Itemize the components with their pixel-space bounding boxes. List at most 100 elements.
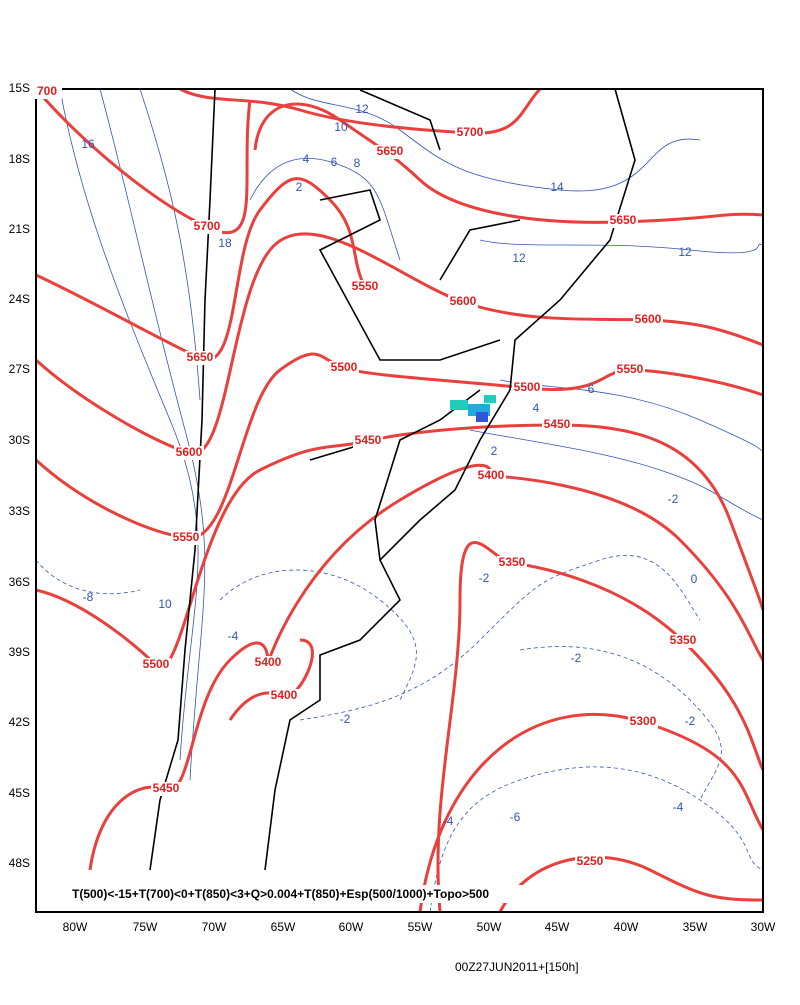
isotherm-label: 12 <box>678 245 692 259</box>
label-bg <box>476 469 506 483</box>
isotherm-label: -2 <box>340 712 351 726</box>
lat-label: 30S <box>9 433 30 447</box>
contour-label: 700 <box>37 84 57 98</box>
isotherm-label: -2 <box>571 651 582 665</box>
isotherm-label: 12 <box>355 102 369 116</box>
contour-label: 5700 <box>457 125 484 139</box>
label-bg <box>192 220 222 234</box>
timestamp: 00Z27JUN2011+[150h] <box>455 960 579 974</box>
contour-label: 5650 <box>377 144 404 158</box>
contour-label: 5450 <box>355 433 382 447</box>
isotherm-label: 6 <box>588 382 595 396</box>
lon-label: 40W <box>614 920 639 934</box>
contour-label: 5500 <box>514 380 541 394</box>
contour-label: 5350 <box>670 633 697 647</box>
lat-label: 15S <box>9 81 30 95</box>
label-bg <box>185 351 215 365</box>
red-contours <box>34 87 765 913</box>
lon-label: 35W <box>683 920 708 934</box>
label-bg <box>375 145 405 159</box>
label-bg <box>253 656 283 670</box>
contour-label: 5650 <box>187 350 214 364</box>
blue-contours <box>35 88 764 913</box>
isotherm-label: 18 <box>218 236 232 250</box>
isotherm-label: 2 <box>491 444 498 458</box>
isotherm-label: 6 <box>331 155 338 169</box>
label-bg <box>171 531 201 545</box>
contour-label: 5250 <box>577 854 604 868</box>
contour-label: 5650 <box>610 213 637 227</box>
contour-label: 5400 <box>255 655 282 669</box>
lat-label: 45S <box>9 786 30 800</box>
isotherm-label: 8 <box>354 156 361 170</box>
label-bg <box>512 381 542 395</box>
label-bg <box>448 295 478 309</box>
label-bg <box>608 214 638 228</box>
contour-label: 5550 <box>617 362 644 376</box>
isotherm-label: -2 <box>668 492 679 506</box>
contour-label: 5600 <box>176 445 203 459</box>
isotherm-label: 4 <box>533 401 540 415</box>
label-bg <box>615 363 645 377</box>
lat-label: 18S <box>9 152 30 166</box>
isotherm-label: -2 <box>479 571 490 585</box>
isotherm-label: 2 <box>296 180 303 194</box>
label-bg <box>575 855 605 869</box>
contour-label: 5500 <box>143 657 170 671</box>
label-bg <box>353 434 383 448</box>
contour-label: 5350 <box>499 555 526 569</box>
isotherm-label: -2 <box>685 714 696 728</box>
isotherm-label: -4 <box>228 629 239 643</box>
label-bg <box>329 361 359 375</box>
contour-label: 5300 <box>630 714 657 728</box>
caption-bg <box>68 885 543 903</box>
isotherm-label: 12 <box>512 251 526 265</box>
label-bg <box>628 715 658 729</box>
lon-label: 45W <box>545 920 570 934</box>
isotherm-label: 0 <box>691 572 698 586</box>
lon-label: 50W <box>477 920 502 934</box>
lat-label: 21S <box>9 222 30 236</box>
precip-shading <box>450 395 496 422</box>
lat-label: 33S <box>9 504 30 518</box>
lon-label: 80W <box>63 920 88 934</box>
label-bg <box>151 782 181 796</box>
isotherm-label: 10 <box>158 597 172 611</box>
lat-label: 39S <box>9 645 30 659</box>
lon-label: 70W <box>202 920 227 934</box>
isotherm-label: 16 <box>81 137 95 151</box>
label-bg <box>542 418 572 432</box>
lon-label: 55W <box>408 920 433 934</box>
lat-label: 24S <box>9 292 30 306</box>
lat-label: 27S <box>9 362 30 376</box>
lon-label: 60W <box>339 920 364 934</box>
label-bg <box>455 126 485 140</box>
label-bg <box>141 658 171 672</box>
contour-label: 5450 <box>153 781 180 795</box>
contour-label: 5400 <box>271 688 298 702</box>
lat-label: 48S <box>9 856 30 870</box>
isotherm-label: -4 <box>443 814 454 828</box>
lat-label: 36S <box>9 575 30 589</box>
label-bg <box>668 634 698 648</box>
isotherm-label: -4 <box>673 800 684 814</box>
map-frame <box>35 88 764 913</box>
isotherm-label: 10 <box>334 120 348 134</box>
contour-label: 5500 <box>331 360 358 374</box>
contour-label: 5400 <box>478 468 505 482</box>
caption: T(500)<-15+T(700)<0+T(850)<3+Q>0.004+T(8… <box>72 887 489 901</box>
coastline <box>149 88 636 871</box>
label-bg <box>32 85 62 99</box>
lon-label: 75W <box>133 920 158 934</box>
label-bg <box>174 446 204 460</box>
lat-label: 42S <box>9 715 30 729</box>
contour-label: 5450 <box>544 417 571 431</box>
contour-label: 5600 <box>635 312 662 326</box>
contour-label: 5700 <box>194 219 221 233</box>
label-bg <box>350 280 380 294</box>
contour-label: 5550 <box>173 530 200 544</box>
lon-label: 30W <box>751 920 776 934</box>
isotherm-label: 14 <box>550 180 564 194</box>
label-bg <box>269 689 299 703</box>
